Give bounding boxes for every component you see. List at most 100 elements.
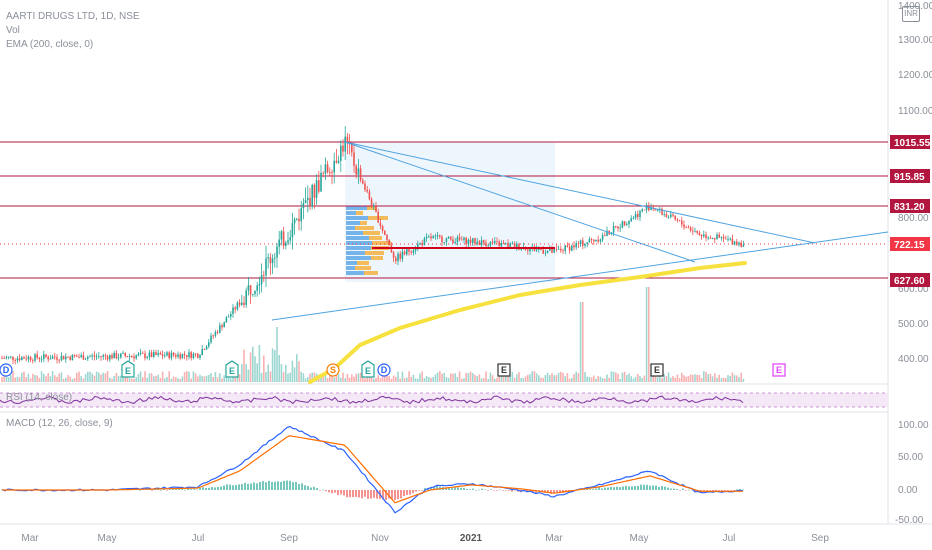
volume-bar [375, 378, 377, 382]
volume-bar [696, 374, 698, 382]
time-label: Sep [280, 533, 298, 544]
volume-bar [87, 371, 89, 382]
candle-body [291, 223, 294, 238]
volume-bar [78, 371, 80, 382]
ema-legend[interactable]: EMA (200, close, 0) [6, 39, 94, 50]
volume-bar [223, 375, 225, 382]
macd-hist-bar [670, 488, 672, 490]
macd-hist-bar [400, 490, 402, 499]
volume-bar [546, 372, 549, 382]
candle-body [513, 243, 516, 248]
volume-bar [683, 375, 685, 382]
candle-body [32, 360, 34, 361]
candle-body [544, 252, 547, 254]
macd-hist-bar [472, 488, 474, 490]
volume-bar [729, 375, 731, 382]
macd-hist-bar [259, 481, 261, 490]
macd-hist-bar [508, 490, 510, 491]
event-markers[interactable]: D E E S E D E E E [0, 360, 786, 378]
volume-bar [135, 377, 137, 382]
candle-body [322, 172, 324, 174]
volume-bar [208, 374, 210, 382]
volume-bar [586, 376, 588, 382]
candle-body [489, 242, 492, 246]
rsi-title[interactable]: RSI (14, close) [6, 392, 73, 403]
volume-bar [551, 373, 553, 382]
macd-hist-bar [412, 490, 414, 494]
candle-body [621, 221, 624, 228]
volume-bar [216, 377, 219, 382]
candle-body [238, 302, 241, 305]
candle-body [694, 230, 696, 232]
volume-bar [474, 374, 476, 382]
volume-bar [381, 374, 384, 382]
candle-body [82, 355, 85, 360]
candle-body [326, 164, 329, 173]
candle-body [80, 355, 82, 358]
volume-bar [491, 375, 494, 382]
macd-hist-bar [730, 490, 732, 491]
time-label: May [630, 533, 649, 544]
volume-bar [489, 372, 492, 382]
volume-bar [104, 373, 107, 382]
candle-body [720, 236, 723, 238]
currency-badge[interactable]: INR [902, 6, 920, 22]
candle-body [412, 250, 415, 253]
candle-body [71, 354, 74, 360]
candle-body [276, 246, 278, 258]
volume-bar [300, 371, 302, 382]
volume-bar [309, 373, 311, 382]
candle-body [463, 237, 465, 240]
candle-body [113, 352, 115, 359]
macd-hist-bar [166, 490, 168, 491]
volume-bar [571, 378, 573, 382]
volume-bar [91, 373, 93, 382]
volume-bar [738, 377, 740, 382]
volume-bar [461, 378, 463, 382]
volume-bar [588, 376, 591, 382]
candle-body [60, 355, 63, 361]
candle-body [606, 230, 608, 236]
macd-hist-bar [214, 487, 216, 490]
volume-bar [623, 371, 626, 382]
volume-bar [522, 378, 525, 382]
macd-axis[interactable]: 100.00 50.00 0.00 -50.00 [895, 420, 929, 526]
volume-bar [296, 354, 298, 382]
volume-bar [709, 373, 712, 382]
macd-hist-bar [736, 489, 738, 491]
volume-bar [663, 374, 665, 382]
time-axis[interactable]: Mar May Jul Sep Nov 2021 Mar May Jul Sep [21, 533, 829, 544]
vol-legend[interactable]: Vol [6, 25, 20, 36]
macd-hist-bar [307, 486, 309, 490]
volume-bar [434, 374, 437, 382]
trendline-rising [271, 231, 889, 321]
volume-bar [659, 375, 661, 382]
volume-bar [346, 373, 349, 382]
volume-bar [645, 287, 648, 382]
candle-body [142, 352, 144, 354]
volume-bar [538, 375, 540, 382]
volume-bar [230, 378, 232, 382]
macd-title[interactable]: MACD (12, 26, close, 9) [6, 418, 113, 429]
volume-bar [84, 374, 87, 382]
volume-bar [172, 376, 175, 382]
candle-body [637, 213, 639, 218]
volume-bar [175, 377, 177, 382]
volume-bar [318, 377, 320, 382]
macd-hist-bar [646, 484, 648, 490]
volume-bar [725, 377, 727, 382]
volume-bar [540, 377, 542, 382]
candle-body [472, 238, 474, 243]
vp-bar-blue [346, 236, 369, 240]
candle-body [494, 241, 496, 244]
macd-hist-bar [466, 488, 468, 490]
volume-bar [249, 352, 252, 382]
candle-body [25, 358, 27, 360]
macd-hist-bar [232, 485, 234, 490]
macd-hist-bar [358, 490, 360, 498]
candle-body [419, 242, 421, 245]
volume-bar [705, 372, 707, 382]
volume-bar [388, 376, 390, 382]
volume-bar [183, 372, 186, 382]
